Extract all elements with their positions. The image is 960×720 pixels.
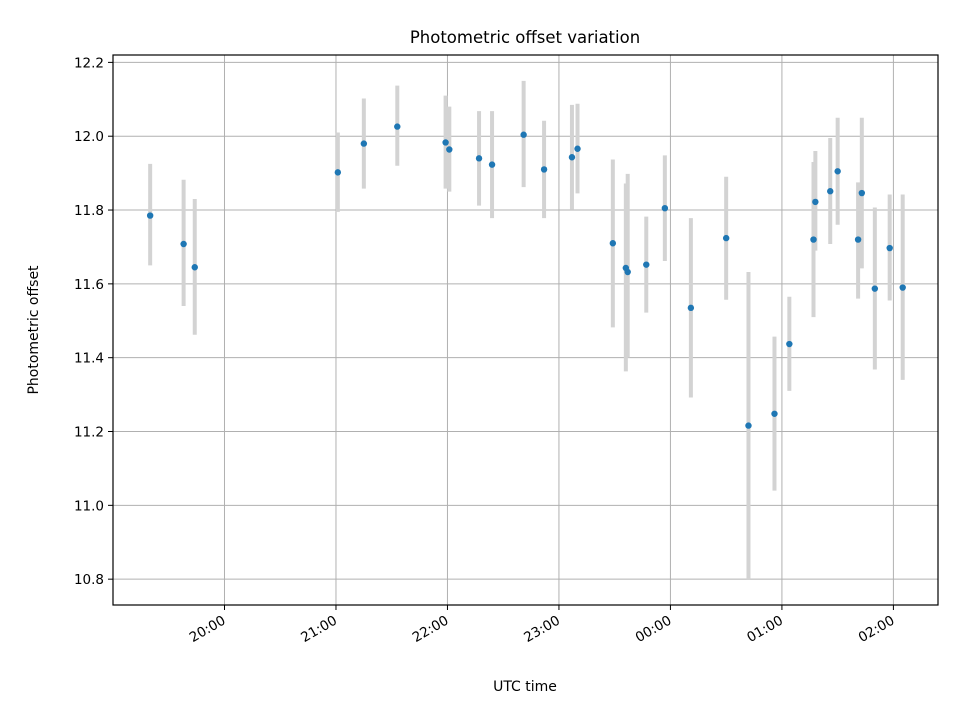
x-axis-label: UTC time — [493, 679, 557, 695]
data-point — [854, 236, 862, 243]
data-point — [871, 285, 879, 292]
data-point — [334, 169, 342, 176]
data-point — [745, 422, 752, 429]
data-points — [146, 123, 906, 429]
data-point — [446, 146, 453, 153]
data-point — [520, 131, 527, 138]
data-point — [488, 161, 496, 168]
data-point — [394, 123, 401, 130]
data-point — [609, 240, 617, 247]
data-point — [858, 189, 866, 197]
data-point — [899, 284, 906, 291]
data-point — [574, 145, 581, 152]
plot-frame — [112, 54, 939, 606]
data-point — [661, 204, 669, 212]
y-tick-label: 12.0 — [74, 129, 104, 145]
data-point — [191, 264, 198, 271]
data-point — [812, 198, 819, 206]
data-point — [624, 268, 631, 276]
data-point — [687, 304, 695, 312]
chart-title: Photometric offset variation — [410, 28, 640, 47]
data-point — [360, 140, 368, 147]
data-point — [180, 240, 187, 248]
data-point — [771, 410, 778, 417]
y-tick-label: 12.2 — [74, 55, 104, 71]
y-tick-label: 11.0 — [74, 498, 104, 514]
data-point — [827, 188, 834, 195]
y-tick-label: 10.8 — [74, 572, 104, 588]
data-point — [442, 139, 449, 146]
data-point — [146, 212, 154, 219]
y-tick-label: 11.6 — [74, 277, 104, 293]
y-axis-ticks: 10.8 11.0 11.2 11.4 11.6 11.8 12.0 12.2 — [74, 55, 113, 588]
data-point — [886, 244, 893, 252]
y-tick-label: 11.2 — [74, 425, 104, 441]
data-point — [475, 155, 483, 162]
data-point — [810, 236, 817, 243]
data-point — [540, 166, 548, 173]
y-tick-label: 11.8 — [74, 203, 104, 219]
y-tick-label: 11.4 — [74, 351, 104, 367]
y-axis-label: Photometric offset — [26, 265, 42, 395]
data-point — [722, 234, 730, 242]
data-point — [568, 154, 576, 161]
data-point — [786, 340, 793, 348]
data-point — [834, 168, 841, 175]
data-point — [643, 261, 650, 268]
